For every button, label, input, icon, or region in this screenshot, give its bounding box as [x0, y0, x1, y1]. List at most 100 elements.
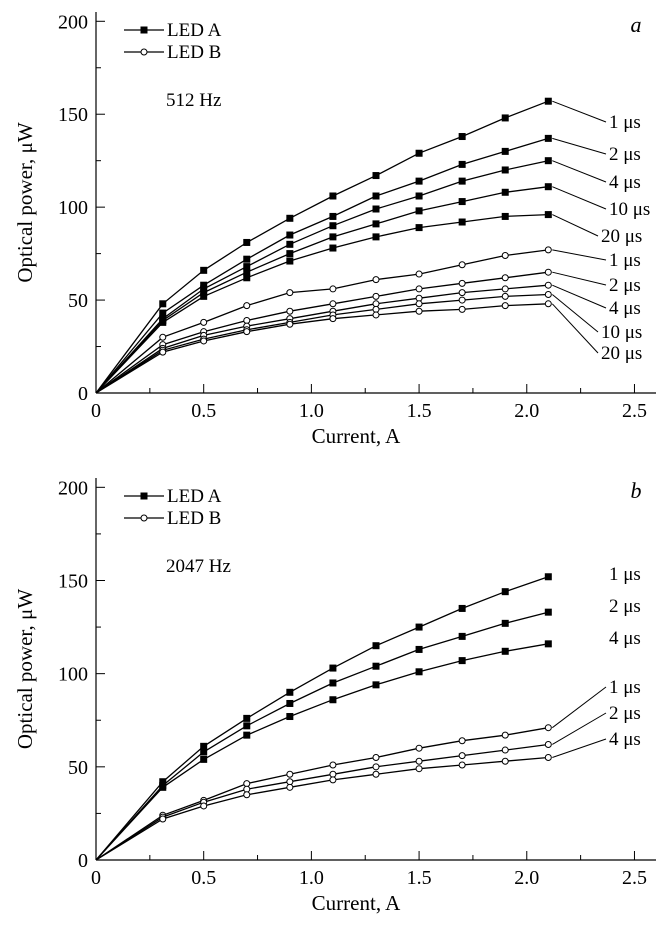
y-tick-label: 100: [58, 197, 88, 219]
data-point-square: [243, 731, 251, 739]
data-point-square: [329, 192, 337, 200]
series-end-label: 20 μs: [601, 226, 642, 247]
series-end-label: 1 μs: [609, 250, 641, 271]
label-leader-line: [551, 294, 599, 333]
data-point-square: [372, 192, 380, 200]
data-point-square: [415, 192, 423, 200]
y-tick-label: 100: [58, 664, 88, 686]
data-point-square: [329, 222, 337, 230]
data-point-square: [286, 713, 294, 721]
data-point-circle: [286, 770, 294, 778]
data-point-circle: [501, 285, 509, 293]
series-line: [95, 743, 549, 861]
series-end-label: 2 μs: [609, 144, 641, 165]
data-point-square: [329, 664, 337, 672]
y-tick-label: 150: [58, 104, 88, 126]
label-leader-line: [552, 186, 607, 210]
legend-label: LED A: [167, 486, 222, 507]
label-leader-line: [552, 160, 607, 183]
x-tick-label: 1.5: [407, 400, 432, 422]
data-point-circle: [544, 290, 552, 298]
series-end-label: 2 μs: [609, 596, 641, 617]
legend-marker-circle: [140, 48, 148, 56]
data-point-square: [501, 147, 509, 155]
x-tick-label: 0.5: [191, 867, 216, 889]
x-tick-label: 1.0: [299, 400, 324, 422]
data-point-square: [415, 177, 423, 185]
chart-panel-a: 0 0.5 1.0 1.5 2.0 2.5 0 50 100 150 200 Current, A Op…: [13, 11, 656, 448]
data-point-square: [458, 177, 466, 185]
series-led-a-0: 1 μs: [95, 97, 641, 394]
legend-label: LED A: [167, 20, 222, 41]
series-end-label: 4 μs: [609, 298, 641, 319]
y-axis-title: Optical power, μW: [13, 589, 37, 749]
data-point-circle: [544, 740, 552, 748]
legend-label: LED B: [167, 42, 221, 63]
data-point-circle: [372, 276, 380, 284]
data-point-circle: [243, 791, 251, 799]
series-led-a-1: 2 μs: [95, 134, 641, 394]
data-point-circle: [200, 318, 208, 326]
data-point-square: [159, 318, 167, 326]
y-tick-label: 150: [58, 570, 88, 592]
series-line: [95, 160, 549, 394]
data-point-square: [243, 255, 251, 263]
data-point-square: [329, 244, 337, 252]
label-leader-line: [552, 271, 607, 286]
x-tick-label: 0: [91, 400, 101, 422]
series-end-label: 10 μs: [609, 199, 650, 220]
data-point-square: [159, 300, 167, 308]
data-point-square: [243, 274, 251, 282]
label-leader-line: [551, 303, 599, 354]
data-point-square: [372, 172, 380, 180]
data-point-square: [243, 714, 251, 722]
data-point-circle: [243, 328, 251, 336]
data-point-circle: [415, 765, 423, 773]
series-line: [95, 643, 549, 861]
data-point-circle: [159, 815, 167, 823]
series-led-b-7: 4 μs: [95, 281, 641, 394]
x-tick-label: 0: [91, 867, 101, 889]
data-point-circle: [501, 757, 509, 765]
series-end-label: 4 μs: [609, 628, 641, 649]
data-point-square: [329, 679, 337, 687]
label-leader-line: [552, 214, 599, 237]
series-led-a-1: 2 μs: [95, 596, 641, 861]
data-point-circle: [544, 281, 552, 289]
label-leader-line: [552, 284, 607, 309]
data-point-square: [415, 224, 423, 232]
data-point-circle: [200, 337, 208, 345]
data-point-circle: [544, 754, 552, 762]
data-point-circle: [458, 296, 466, 304]
data-point-circle: [329, 285, 337, 293]
x-tick-label: 2.5: [622, 867, 647, 889]
data-point-square: [286, 257, 294, 265]
data-point-circle: [329, 761, 337, 769]
data-point-circle: [372, 754, 380, 762]
data-point-square: [159, 783, 167, 791]
x-tick-label: 1.0: [299, 867, 324, 889]
data-point-square: [415, 149, 423, 157]
data-point-square: [501, 114, 509, 122]
x-tick-label: 2.0: [514, 867, 539, 889]
legend-marker-square: [140, 492, 148, 500]
data-point-circle: [372, 292, 380, 300]
label-leader-line: [552, 137, 607, 155]
data-point-square: [544, 608, 552, 616]
y-tick-label: 0: [78, 383, 88, 405]
data-point-circle: [329, 300, 337, 308]
frequency-label: 512 Hz: [166, 90, 221, 111]
label-leader-line: [552, 100, 607, 123]
series-led-a-4: 20 μs: [95, 211, 642, 394]
y-tick-label: 200: [58, 477, 88, 499]
series-led-a-0: 1 μs: [95, 564, 641, 861]
y-tick-label: 0: [78, 850, 88, 872]
data-point-circle: [286, 320, 294, 328]
data-point-square: [544, 640, 552, 648]
series-end-label: 1 μs: [609, 677, 641, 698]
data-point-square: [544, 211, 552, 219]
data-point-square: [329, 696, 337, 704]
data-point-circle: [501, 731, 509, 739]
data-point-square: [415, 207, 423, 215]
series-led-b-5: 4 μs: [95, 729, 641, 861]
